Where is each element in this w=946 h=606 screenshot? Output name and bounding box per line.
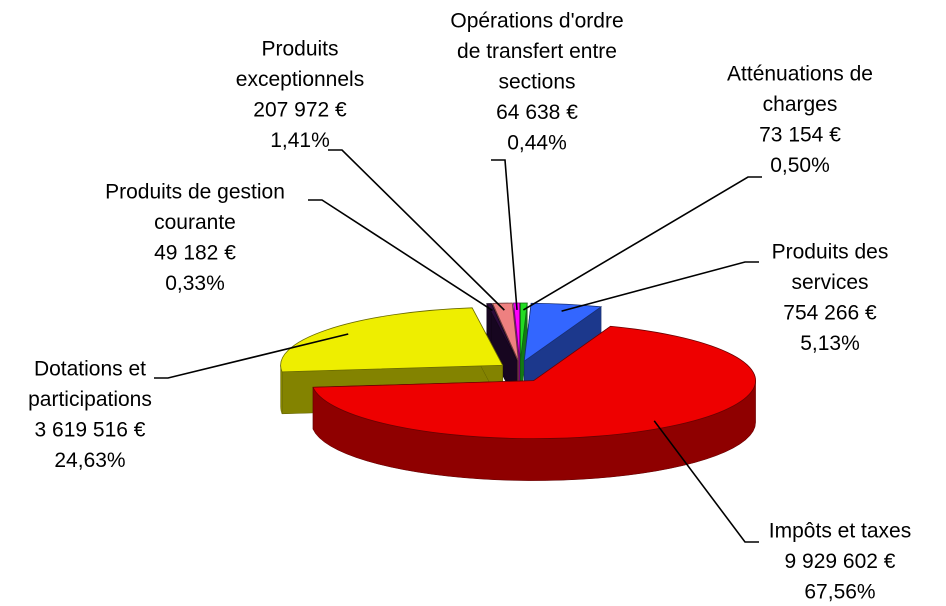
slice-label: de transfert entre bbox=[457, 40, 617, 63]
percentage-label: 0,44% bbox=[507, 132, 567, 155]
leader-line bbox=[308, 199, 493, 312]
slice-label: services bbox=[791, 271, 868, 294]
value-label: 64 638 € bbox=[496, 101, 578, 124]
leader-line bbox=[154, 333, 349, 379]
percentage-label: 24,63% bbox=[54, 449, 125, 472]
value-label: 207 972 € bbox=[253, 99, 347, 122]
leader-line bbox=[491, 159, 518, 311]
slice-label: Impôts et taxes bbox=[769, 520, 911, 543]
slice-label: Dotations et bbox=[34, 358, 146, 381]
percentage-label: 0,50% bbox=[770, 154, 830, 177]
value-label: 9 929 602 € bbox=[785, 550, 896, 573]
slice-label: Produits de gestion bbox=[105, 181, 285, 204]
percentage-label: 1,41% bbox=[270, 129, 330, 152]
slice-side bbox=[280, 365, 283, 414]
percentage-label: 67,56% bbox=[804, 581, 875, 604]
value-label: 49 182 € bbox=[154, 242, 236, 265]
slice bbox=[312, 325, 756, 440]
percentage-label: 0,33% bbox=[165, 272, 225, 295]
value-label: 754 266 € bbox=[783, 302, 877, 325]
leader-line bbox=[561, 261, 759, 312]
leader-line bbox=[522, 176, 762, 311]
percentage-label: 5,13% bbox=[800, 332, 860, 355]
slice bbox=[519, 302, 528, 362]
slice-label: Atténuations de bbox=[727, 63, 873, 86]
slice-label: Produits des bbox=[772, 241, 889, 264]
slice bbox=[280, 307, 504, 373]
slice-label: courante bbox=[154, 211, 236, 234]
leader-line bbox=[653, 420, 759, 543]
slice-label: Produits bbox=[261, 38, 338, 61]
slice bbox=[523, 302, 603, 363]
leader-line bbox=[328, 149, 505, 311]
slice-label: exceptionnels bbox=[236, 68, 364, 91]
slice-label: charges bbox=[763, 93, 838, 116]
value-label: 73 154 € bbox=[759, 124, 841, 147]
slice-label: Opérations d'ordre bbox=[450, 10, 623, 33]
slice-label: participations bbox=[28, 388, 152, 411]
value-label: 3 619 516 € bbox=[35, 419, 146, 442]
slice bbox=[486, 303, 518, 362]
slice bbox=[491, 302, 519, 362]
slice-label: sections bbox=[498, 71, 575, 94]
